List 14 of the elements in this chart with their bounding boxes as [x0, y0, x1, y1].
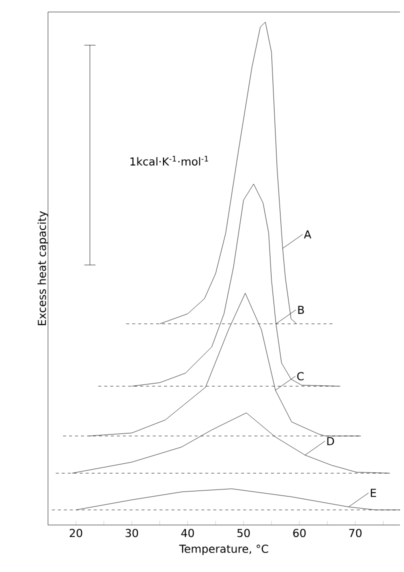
x-tick-label: 60 — [293, 528, 306, 538]
annotation: 1kcal·K$^{-1}$·mol$^{-1}$ — [130, 156, 208, 166]
legend-label: D — [327, 437, 334, 446]
x-tick-label: 70 — [349, 528, 362, 538]
x-axis-title: Temperature, °C — [179, 544, 268, 556]
x-tick-label: 50 — [237, 528, 250, 538]
x-tick-label: 30 — [126, 528, 138, 538]
x-tick-label: 20 — [70, 528, 82, 538]
legend-label: C — [297, 372, 304, 380]
legend-label: E — [370, 488, 376, 497]
legend-label: A — [304, 230, 312, 238]
y-axis-title: Excess heat capacity — [38, 211, 48, 326]
legend-label: B — [298, 306, 304, 314]
x-tick-label: 40 — [181, 528, 194, 538]
